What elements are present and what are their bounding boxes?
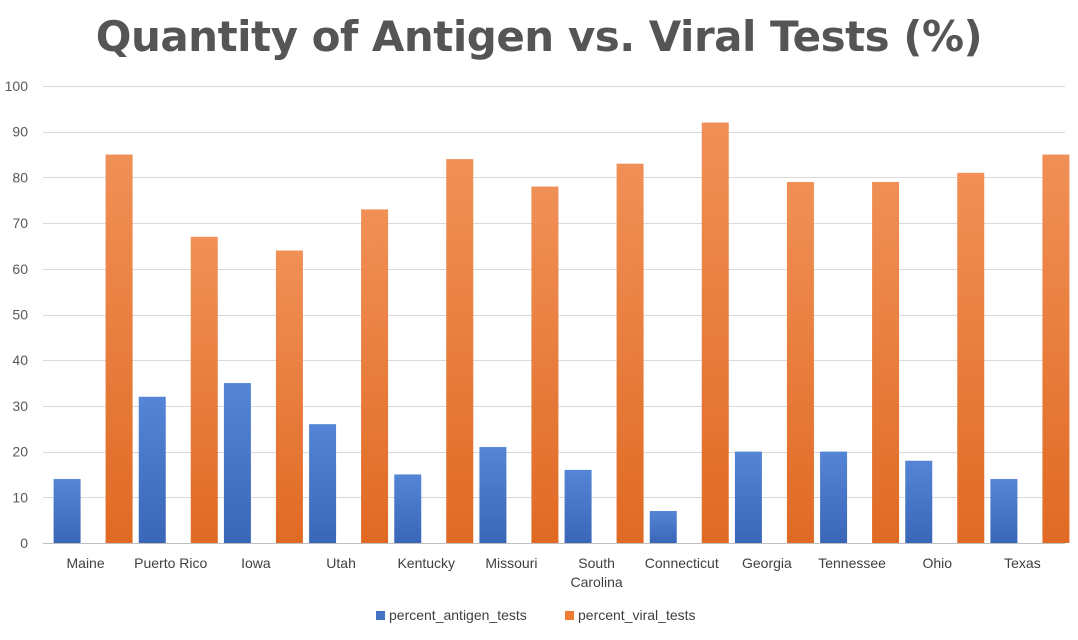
bar-antigen — [990, 479, 1018, 543]
bar-viral — [531, 186, 559, 544]
y-tick-label: 80 — [12, 169, 28, 185]
bar-antigen — [394, 474, 422, 543]
x-category-label: Connecticut — [645, 555, 719, 571]
bar-viral — [957, 172, 985, 543]
bar-viral — [190, 236, 218, 543]
x-category-label: Carolina — [571, 574, 623, 590]
bar-viral — [446, 159, 474, 543]
bar-antigen — [905, 460, 933, 543]
x-category-label: Texas — [1004, 555, 1041, 571]
bar-antigen — [309, 424, 337, 543]
x-axis-labels: Maine Puerto Rico Iowa Utah Kentucky Missouri… — [67, 555, 1041, 590]
y-tick-label: 40 — [12, 352, 28, 368]
bar-antigen — [820, 451, 848, 543]
bar-antigen — [479, 447, 507, 543]
legend: percent_antigen_tests percent_viral_tests — [376, 607, 696, 623]
chart-title: Quantity of Antigen vs. Viral Tests (%) — [95, 12, 983, 61]
legend-swatch — [376, 611, 385, 620]
bar-antigen — [53, 479, 81, 543]
y-axis-ticks: 0 10 20 30 40 50 60 70 80 90 100 — [5, 78, 29, 551]
x-category-label: Iowa — [241, 555, 271, 571]
legend-label: percent_viral_tests — [578, 607, 696, 623]
y-tick-label: 100 — [5, 78, 29, 94]
y-tick-label: 70 — [12, 215, 28, 231]
bar-viral — [105, 154, 133, 544]
bar-viral — [872, 181, 900, 543]
bar-antigen — [734, 451, 762, 543]
bar-antigen — [138, 396, 166, 543]
y-tick-label: 90 — [12, 124, 28, 140]
bar-antigen — [564, 469, 592, 543]
bar-viral — [361, 209, 389, 543]
y-tick-label: 60 — [12, 261, 28, 277]
bar-antigen — [649, 511, 677, 543]
bar-viral — [786, 181, 814, 543]
bar-antigen — [223, 383, 251, 543]
bar-viral — [1042, 154, 1070, 544]
y-tick-label: 20 — [12, 444, 28, 460]
x-category-label: Maine — [67, 555, 105, 571]
x-category-label: Georgia — [742, 555, 792, 571]
bar-viral — [275, 250, 303, 543]
x-category-label: Kentucky — [397, 555, 455, 571]
y-tick-label: 50 — [12, 307, 28, 323]
x-category-label: Missouri — [485, 555, 537, 571]
bar-viral — [701, 122, 729, 543]
x-category-label: Ohio — [922, 555, 952, 571]
y-tick-label: 10 — [12, 489, 28, 505]
x-category-label: Tennessee — [818, 555, 886, 571]
y-tick-label: 30 — [12, 398, 28, 414]
bars — [53, 122, 1070, 544]
x-category-label: Puerto Rico — [134, 555, 207, 571]
x-category-label: Utah — [326, 555, 356, 571]
legend-swatch — [565, 611, 574, 620]
y-tick-label: 0 — [20, 535, 28, 551]
legend-label: percent_antigen_tests — [389, 607, 527, 623]
bar-viral — [616, 163, 644, 543]
x-category-label: South — [578, 555, 615, 571]
